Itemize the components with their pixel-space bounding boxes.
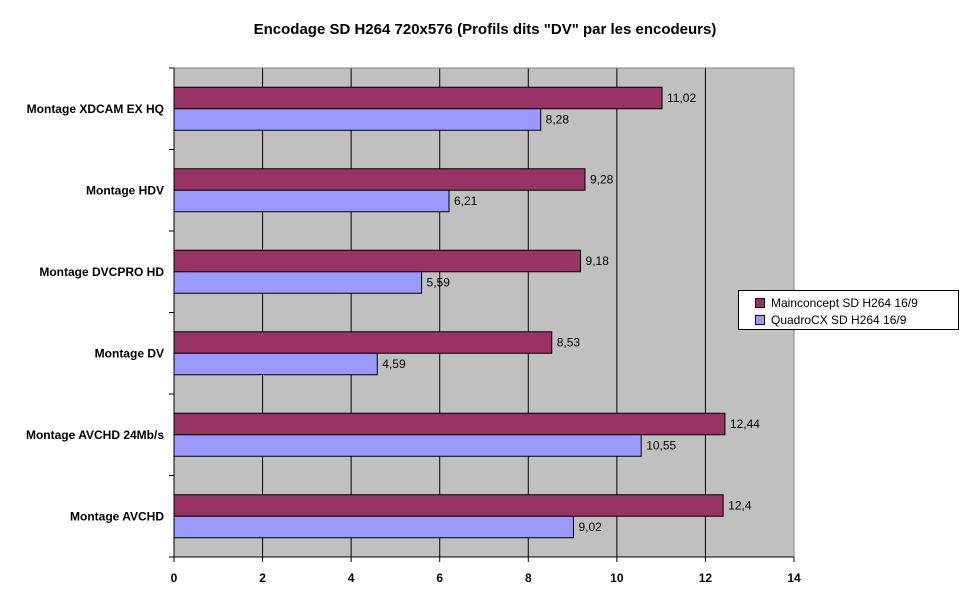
legend-swatch-series-1 [755,297,765,308]
category-label-montage-xdcam-ex-hq: Montage XDCAM EX HQ [27,102,164,116]
legend-label-series-1: Mainconcept SD H264 16/9 [771,295,918,310]
data-label-1-montage-dv: 8,53 [557,336,581,350]
data-label-2-montage-avchd-24mb-s: 10,55 [646,439,676,453]
bar-2-montage-avchd-24mb-s [173,434,642,457]
bar-1-montage-dvcpro-hd [173,249,582,273]
tick-label-x-2: 2 [259,571,266,585]
category-label-montage-hdv: Montage HDV [86,183,164,197]
tick-label-x-6: 6 [436,571,443,585]
category-label-montage-avchd: Montage AVCHD [70,509,164,523]
bar-1-montage-dv [173,331,553,354]
bar-2-montage-dv [173,352,378,376]
data-label-2-montage-hdv: 6,21 [454,194,478,208]
tick-label-x-14: 14 [787,571,801,585]
tick-label-x-12: 12 [699,571,713,585]
data-label-2-montage-avchd: 9,02 [578,520,602,534]
legend-label-series-2: QuadroCX SD H264 16/9 [771,312,907,327]
plot-area [174,68,794,557]
legend-item-series-2: QuadroCX SD H264 16/9 [755,311,958,328]
data-label-1-montage-avchd: 12,4 [728,499,752,513]
tick-label-x-4: 4 [348,571,355,585]
bar-1-montage-hdv [173,168,586,191]
data-label-1-montage-hdv: 9,28 [590,173,614,187]
data-label-2-montage-dvcpro-hd: 5,59 [427,276,451,290]
legend: Mainconcept SD H264 16/9 QuadroCX SD H26… [738,290,959,330]
bar-2-montage-hdv [173,189,450,213]
tick-label-x-10: 10 [610,571,624,585]
bar-2-montage-xdcam-ex-hq [173,108,542,131]
bar-1-montage-xdcam-ex-hq [173,86,663,110]
category-label-montage-dvcpro-hd: Montage DVCPRO HD [39,265,164,279]
chart-title: Encodage SD H264 720x576 (Profils dits "… [253,21,717,38]
bar-1-montage-avchd-24mb-s [173,412,726,436]
tick-label-x-8: 8 [525,571,532,585]
tick-label-x-0: 0 [171,571,178,585]
legend-swatch-series-2 [755,314,765,325]
category-label-montage-avchd-24mb-s: Montage AVCHD 24Mb/s [26,428,164,442]
bar-2-montage-avchd [173,515,574,539]
bar-1-montage-avchd [173,494,724,517]
data-label-1-montage-avchd-24mb-s: 12,44 [730,417,760,431]
data-label-2-montage-dv: 4,59 [382,357,406,371]
bar-2-montage-dvcpro-hd [173,271,423,294]
category-label-montage-dv: Montage DV [95,346,164,360]
legend-item-series-1: Mainconcept SD H264 16/9 [755,294,958,311]
data-label-1-montage-dvcpro-hd: 9,18 [586,254,610,268]
data-label-1-montage-xdcam-ex-hq: 11,02 [667,91,696,105]
data-label-2-montage-xdcam-ex-hq: 8,28 [546,113,570,127]
